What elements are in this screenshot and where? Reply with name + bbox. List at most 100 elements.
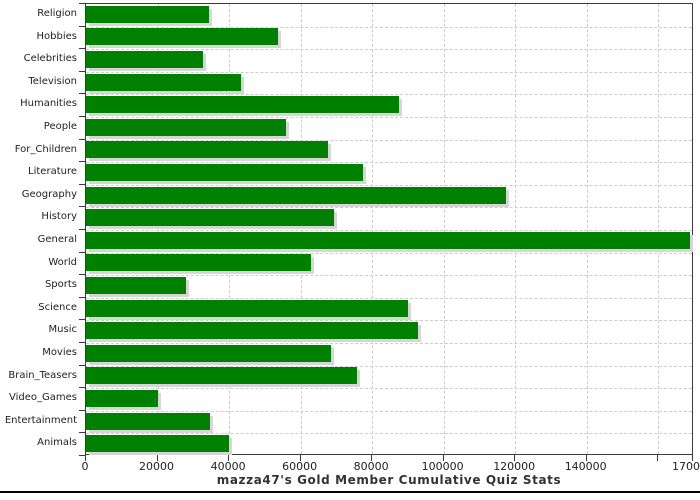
category-label: General <box>37 234 77 245</box>
horizontal-gridline <box>86 184 692 186</box>
category-label: Celebrities <box>23 53 77 65</box>
bar <box>86 254 311 272</box>
category-label: World <box>48 256 77 268</box>
vertical-gridline <box>229 4 231 454</box>
y-axis-tick <box>79 25 85 27</box>
category-label: Video_Games <box>9 392 77 404</box>
bar <box>86 209 334 227</box>
category-label: Hobbies <box>36 30 77 42</box>
y-axis-tick <box>79 342 85 343</box>
bar <box>86 435 230 453</box>
category-label: Brain_Teasers <box>8 369 77 381</box>
y-axis-tick <box>79 48 85 50</box>
x-axis-tick <box>371 455 373 461</box>
category-label: History <box>41 211 77 223</box>
x-axis-tick-label: 60000 <box>282 460 318 473</box>
vertical-gridline <box>372 4 374 454</box>
category-label: Sports <box>44 279 77 291</box>
x-axis-tick-label: 170000 <box>672 460 700 473</box>
category-label: Television <box>28 75 77 87</box>
y-axis-tick <box>79 274 85 276</box>
horizontal-gridline <box>86 297 692 299</box>
horizontal-gridline <box>86 94 692 96</box>
y-axis-tick <box>79 229 85 230</box>
horizontal-gridline <box>86 410 692 412</box>
category-label: Movies <box>42 347 77 358</box>
horizontal-gridline <box>86 230 692 231</box>
bar <box>86 5 209 23</box>
category-label: Literature <box>28 166 77 178</box>
x-axis-tick-label: 80000 <box>353 460 389 473</box>
bar <box>86 73 242 91</box>
y-axis-tick <box>79 432 85 434</box>
horizontal-gridline <box>86 252 692 254</box>
y-axis-tick <box>79 93 85 95</box>
x-axis-tick-label: 40000 <box>210 460 246 473</box>
y-axis-tick <box>79 387 85 389</box>
bar <box>86 299 409 317</box>
y-axis-tick <box>79 161 85 163</box>
bar <box>86 118 286 136</box>
y-axis-tick <box>79 183 85 185</box>
horizontal-gridline <box>86 139 692 141</box>
x-axis-tick-label: 0 <box>81 460 89 473</box>
category-label: Music <box>48 324 77 336</box>
bar <box>86 231 691 249</box>
y-axis-tick <box>79 206 85 208</box>
category-label: People <box>43 121 77 132</box>
y-axis-tick <box>79 70 85 72</box>
x-axis-tick <box>514 455 516 461</box>
x-axis-tick-label: 20000 <box>139 460 174 473</box>
plot-area <box>85 3 693 455</box>
x-axis-tick <box>85 455 86 461</box>
x-axis-tick <box>442 455 444 461</box>
category-label: Entertainment <box>4 414 77 426</box>
horizontal-gridline <box>86 388 692 390</box>
category-label: Science <box>38 301 77 313</box>
x-axis-tick <box>299 455 301 461</box>
bar <box>86 322 419 340</box>
horizontal-gridline <box>86 275 692 277</box>
bar <box>86 186 507 204</box>
category-label: Religion <box>37 8 77 19</box>
x-axis-tick-label: 120000 <box>493 460 536 473</box>
x-axis-tick <box>228 455 230 461</box>
y-axis-tick <box>79 251 85 253</box>
bar <box>86 51 204 68</box>
vertical-gridline <box>515 4 517 454</box>
y-axis-tick <box>79 138 85 140</box>
vertical-gridline <box>157 4 159 454</box>
horizontal-gridline <box>86 71 692 73</box>
x-axis-tick <box>657 455 659 461</box>
x-axis-tick-label: 140000 <box>564 460 607 473</box>
horizontal-gridline <box>86 433 692 435</box>
y-axis-tick <box>79 116 85 117</box>
horizontal-gridline <box>86 162 692 164</box>
y-axis-tick <box>79 296 85 298</box>
bar <box>86 164 363 181</box>
y-axis-tick <box>79 409 85 411</box>
category-label: Humanities <box>20 98 77 110</box>
bar <box>86 412 211 430</box>
horizontal-gridline <box>86 320 692 322</box>
x-axis-tick-label: 100000 <box>421 460 464 473</box>
x-axis-tick <box>692 455 693 461</box>
horizontal-gridline <box>86 117 692 118</box>
bar <box>86 141 328 159</box>
y-axis-tick <box>79 3 85 4</box>
horizontal-gridline <box>86 365 692 367</box>
bottom-divider-line <box>0 491 700 493</box>
horizontal-gridline <box>86 343 692 344</box>
y-axis-tick <box>79 455 85 456</box>
horizontal-gridline <box>86 207 692 209</box>
x-axis-tick <box>585 455 587 461</box>
vertical-gridline <box>443 4 445 454</box>
vertical-gridline <box>658 4 660 454</box>
vertical-gridline <box>300 4 302 454</box>
horizontal-gridline <box>86 26 692 28</box>
bar <box>86 367 358 385</box>
category-label: Animals <box>37 437 77 449</box>
bar <box>86 390 159 407</box>
bar <box>86 96 400 114</box>
